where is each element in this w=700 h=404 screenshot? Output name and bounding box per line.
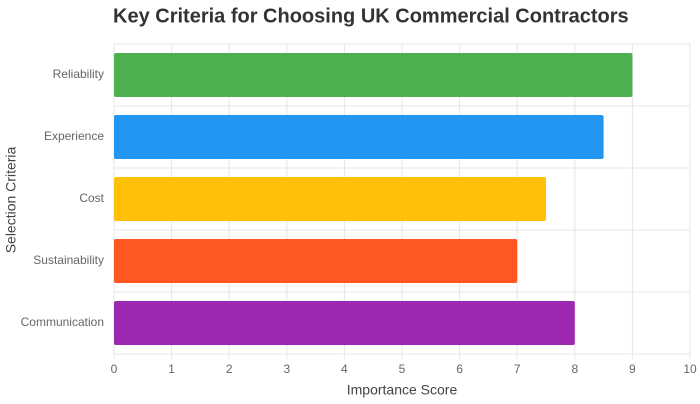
x-tick-label: 4 [341, 362, 348, 376]
bar [114, 52, 633, 98]
bar [114, 300, 575, 346]
x-tick-label: 2 [226, 362, 233, 376]
x-tick-label: 10 [683, 362, 697, 376]
x-tick-label: 8 [571, 362, 578, 376]
x-tick-label: 3 [283, 362, 290, 376]
x-tick-label: 6 [456, 362, 463, 376]
x-tick-label: 1 [168, 362, 175, 376]
bar [114, 176, 546, 222]
x-axis-title: Importance Score [347, 382, 458, 398]
y-tick-label: Communication [21, 315, 104, 329]
x-tick-label: 9 [629, 362, 636, 376]
y-tick-label: Sustainability [33, 253, 104, 267]
x-tick-label: 7 [514, 362, 521, 376]
chart-title: Key Criteria for Choosing UK Commercial … [113, 5, 629, 27]
x-tick-label: 0 [111, 362, 118, 376]
y-tick-label: Experience [44, 129, 104, 143]
x-tick-label: 5 [399, 362, 406, 376]
y-tick-label: Cost [79, 191, 104, 205]
y-tick-label: Reliability [53, 67, 104, 81]
y-axis-title: Selection Criteria [3, 146, 19, 253]
bar [114, 238, 518, 284]
bar [114, 114, 604, 160]
